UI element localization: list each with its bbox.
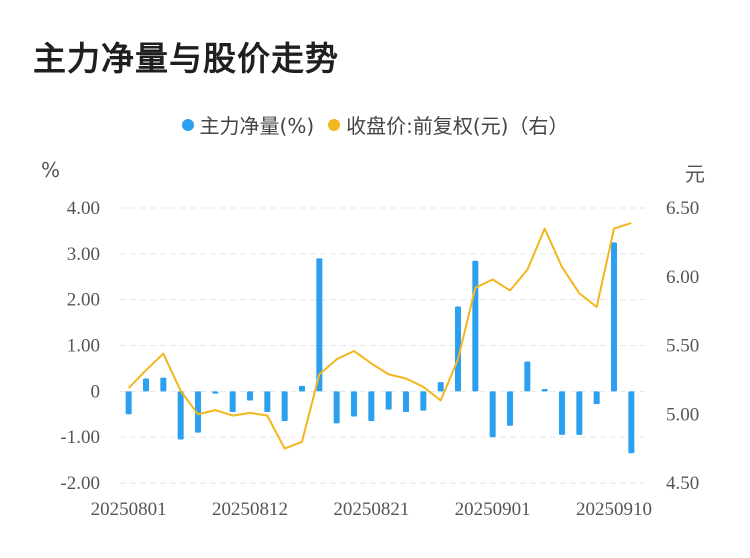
- net-volume-bar: [524, 361, 531, 392]
- net-volume-bar: [437, 382, 444, 392]
- chart-title: 主力净量与股价走势: [33, 39, 339, 78]
- net-volume-bar: [316, 258, 323, 392]
- net-volume-bar: [455, 306, 461, 392]
- net-volume-bar: [593, 391, 600, 405]
- net-volume-bar: [628, 391, 635, 454]
- net-volume-bar: [212, 391, 219, 394]
- x-tick-label: 20250821: [333, 499, 409, 520]
- x-tick-label: 20250801: [91, 499, 167, 520]
- net-volume-bar: [160, 377, 167, 392]
- legend-dot-line: [328, 118, 341, 131]
- net-volume-bar: [420, 391, 427, 411]
- net-volume-bar: [333, 391, 340, 424]
- y-left-tick-label: 4.00: [67, 198, 100, 219]
- y-right-tick-label: 6.00: [666, 267, 699, 288]
- net-volume-bar: [489, 391, 496, 438]
- net-volume-bar: [541, 389, 548, 392]
- y-left-tick-label: 2.00: [67, 290, 100, 311]
- right-axis-unit: 元: [685, 162, 705, 186]
- net-volume-bar: [403, 391, 409, 412]
- y-left-tick-label: 1.00: [67, 336, 100, 357]
- net-volume-bar: [559, 391, 565, 435]
- close-price-line: [127, 222, 632, 450]
- y-left-tick-label: 3.00: [67, 244, 100, 265]
- net-volume-bar: [177, 391, 184, 440]
- x-tick-label: 20250910: [576, 499, 652, 520]
- y-right-tick-label: 6.50: [666, 198, 699, 219]
- net-volume-bar: [385, 391, 392, 410]
- y-left-tick-label: -2.00: [60, 473, 100, 494]
- legend-dot-bar: [181, 118, 194, 131]
- net-volume-bar: [229, 391, 236, 412]
- net-volume-bar: [507, 391, 513, 426]
- legend-item-close-price[interactable]: 收盘价:前复权(元)（右）: [328, 110, 568, 139]
- net-volume-bar: [611, 242, 617, 392]
- net-volume-bar: [472, 260, 479, 392]
- y-left-tick-label: 0: [91, 381, 101, 402]
- y-right-tick-label: 5.00: [666, 404, 699, 425]
- legend-label-close-price: 收盘价:前复权(元)（右）: [346, 114, 569, 138]
- y-right-tick-label: 4.50: [666, 473, 699, 494]
- left-axis-unit: %: [41, 158, 61, 182]
- net-volume-bar: [351, 391, 357, 417]
- net-volume-bar: [125, 391, 132, 415]
- legend: 主力净量(%) 收盘价:前复权(元)（右）: [0, 110, 750, 139]
- net-volume-bar: [247, 391, 253, 401]
- net-volume-bar: [368, 391, 375, 422]
- y-right-tick-label: 5.50: [666, 336, 699, 357]
- legend-label-net-volume: 主力净量(%): [199, 114, 315, 138]
- net-volume-bar: [281, 391, 288, 422]
- x-tick-label: 20250812: [212, 499, 288, 520]
- net-volume-bar: [143, 378, 149, 392]
- legend-item-net-volume[interactable]: 主力净量(%): [181, 110, 315, 139]
- x-tick-label: 20250901: [455, 499, 531, 520]
- net-volume-bar: [576, 391, 583, 435]
- net-volume-bar: [264, 391, 271, 412]
- net-volume-bar: [299, 385, 305, 392]
- net-volume-bar: [195, 391, 201, 433]
- y-left-tick-label: -1.00: [60, 427, 100, 448]
